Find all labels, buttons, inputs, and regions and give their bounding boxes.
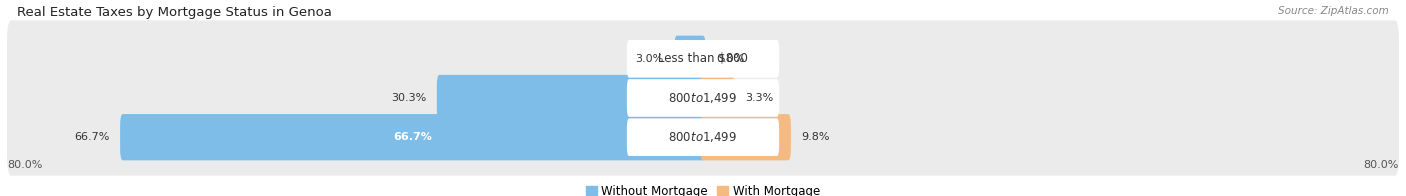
Text: Less than $800: Less than $800	[658, 52, 748, 65]
Text: 80.0%: 80.0%	[1364, 160, 1399, 170]
FancyBboxPatch shape	[437, 75, 706, 121]
Legend: Without Mortgage, With Mortgage: Without Mortgage, With Mortgage	[581, 180, 825, 196]
FancyBboxPatch shape	[120, 114, 706, 160]
Text: 66.7%: 66.7%	[75, 132, 110, 142]
Text: 30.3%: 30.3%	[391, 93, 426, 103]
Text: Real Estate Taxes by Mortgage Status in Genoa: Real Estate Taxes by Mortgage Status in …	[17, 6, 332, 19]
FancyBboxPatch shape	[675, 36, 706, 82]
FancyBboxPatch shape	[627, 118, 779, 156]
Text: 3.3%: 3.3%	[745, 93, 773, 103]
Text: 0.0%: 0.0%	[716, 54, 744, 64]
FancyBboxPatch shape	[700, 114, 790, 160]
Text: 9.8%: 9.8%	[801, 132, 830, 142]
FancyBboxPatch shape	[7, 99, 1399, 176]
FancyBboxPatch shape	[7, 20, 1399, 97]
Text: 66.7%: 66.7%	[394, 132, 432, 142]
FancyBboxPatch shape	[700, 75, 734, 121]
Text: Source: ZipAtlas.com: Source: ZipAtlas.com	[1278, 6, 1389, 16]
FancyBboxPatch shape	[627, 79, 779, 117]
Text: $800 to $1,499: $800 to $1,499	[668, 130, 738, 144]
FancyBboxPatch shape	[627, 40, 779, 78]
Text: 3.0%: 3.0%	[636, 54, 664, 64]
Text: 80.0%: 80.0%	[7, 160, 42, 170]
FancyBboxPatch shape	[7, 60, 1399, 136]
Text: $800 to $1,499: $800 to $1,499	[668, 91, 738, 105]
